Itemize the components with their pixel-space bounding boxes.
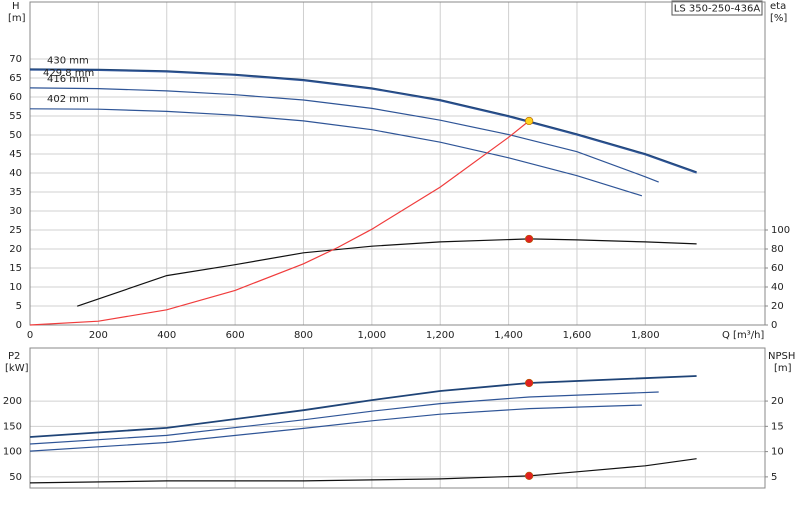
y-label: H xyxy=(12,1,20,12)
curve-label: 416 mm xyxy=(47,74,89,85)
y2-label: eta xyxy=(770,1,786,12)
y-tick-label: 60 xyxy=(9,92,22,103)
curve xyxy=(29,458,697,484)
y-tick-label: 30 xyxy=(9,206,22,217)
y-unit: [m] xyxy=(8,13,26,24)
y-tick-label: 0 xyxy=(16,320,22,331)
y-tick-label: 25 xyxy=(9,225,22,236)
y-tick-label: 5 xyxy=(16,301,22,312)
y2-tick-label: 80 xyxy=(771,244,784,255)
chart-title: LS 350-250-436A xyxy=(674,4,761,15)
y2-label: NPSH xyxy=(768,351,795,362)
y-unit: [kW] xyxy=(5,363,29,374)
y-tick-label: 100 xyxy=(3,447,22,458)
y2-tick-label: 20 xyxy=(771,301,784,312)
y-tick-label: 200 xyxy=(3,396,22,407)
curve xyxy=(29,69,697,174)
y-tick-label: 20 xyxy=(9,244,22,255)
curve xyxy=(29,87,659,183)
x-tick-label: 1,800 xyxy=(631,330,660,341)
curve xyxy=(77,238,697,307)
y-tick-label: 10 xyxy=(9,282,22,293)
x-tick-label: 1,000 xyxy=(358,330,387,341)
y2-tick-label: 15 xyxy=(771,421,784,432)
plot-frame xyxy=(29,1,766,326)
y-tick-label: 65 xyxy=(9,73,22,84)
x-tick-label: 600 xyxy=(226,330,245,341)
duty-point xyxy=(525,234,534,244)
curve-label: 402 mm xyxy=(47,94,89,105)
curve xyxy=(29,404,642,452)
x-tick-label: 400 xyxy=(157,330,176,341)
curve xyxy=(29,68,697,174)
y2-tick-label: 100 xyxy=(771,225,790,236)
y2-tick-label: 0 xyxy=(771,320,777,331)
x-tick-label: 1,400 xyxy=(494,330,523,341)
y-tick-label: 15 xyxy=(9,263,22,274)
x-label: Q [m³/h] xyxy=(722,330,764,341)
plot-frame xyxy=(29,347,766,489)
x-tick-label: 800 xyxy=(294,330,313,341)
x-tick-label: 200 xyxy=(89,330,108,341)
y2-tick-label: 10 xyxy=(771,447,784,458)
curve xyxy=(29,108,643,197)
curve-label: 430 mm xyxy=(47,55,89,66)
y-tick-label: 70 xyxy=(9,54,22,65)
curve xyxy=(29,391,659,445)
y-tick-label: 50 xyxy=(9,472,22,483)
y-tick-label: 50 xyxy=(9,130,22,141)
curve xyxy=(29,120,530,326)
x-tick-label: 1,200 xyxy=(426,330,455,341)
duty-point xyxy=(525,116,534,126)
title-box xyxy=(671,0,763,16)
y-tick-label: 40 xyxy=(9,168,22,179)
x-tick-label: 1,600 xyxy=(563,330,592,341)
y2-unit: [m] xyxy=(774,363,792,374)
x-tick-label: 0 xyxy=(27,330,33,341)
curve-label: 429.8 mm xyxy=(43,68,94,79)
y2-tick-label: 5 xyxy=(771,472,777,483)
y-label: P2 xyxy=(8,351,20,362)
y-tick-label: 55 xyxy=(9,111,22,122)
y2-tick-label: 40 xyxy=(771,282,784,293)
duty-point xyxy=(525,471,534,480)
duty-point xyxy=(525,378,534,388)
y2-tick-label: 60 xyxy=(771,263,784,274)
y2-tick-label: 20 xyxy=(771,396,784,407)
y-tick-label: 150 xyxy=(3,421,22,432)
y-tick-label: 45 xyxy=(9,149,22,160)
y-tick-label: 35 xyxy=(9,187,22,198)
y2-unit: [%] xyxy=(770,13,787,24)
